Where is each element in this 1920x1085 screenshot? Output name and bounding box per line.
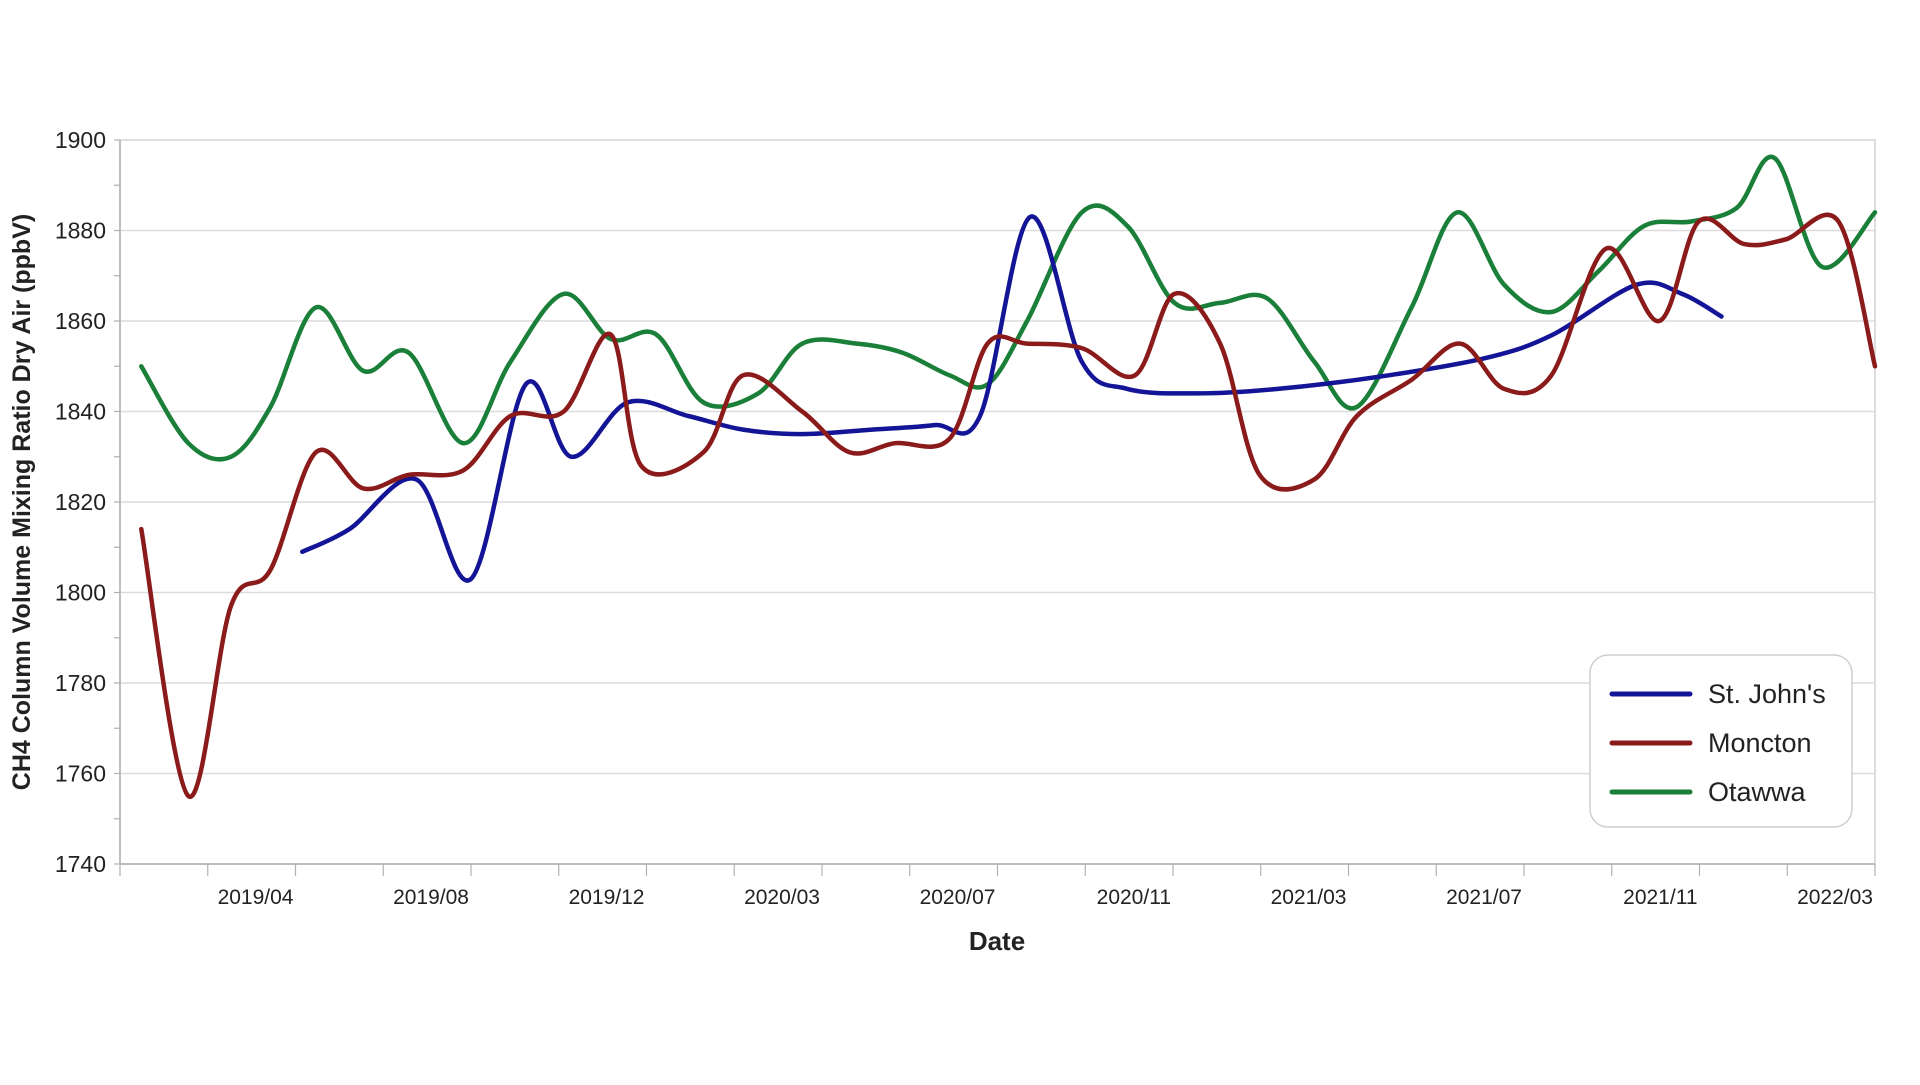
legend-box [1589, 654, 1853, 828]
x-tick-label: 2020/07 [920, 886, 996, 909]
y-tick-label: 1820 [55, 489, 106, 515]
series-line-otawwa [139, 154, 1878, 462]
y-tick-label: 1880 [55, 218, 106, 244]
y-tick-label: 1900 [55, 127, 106, 153]
y-tick-label: 1800 [55, 580, 106, 606]
x-tick-label: 2019/04 [218, 886, 294, 909]
x-axis-ticks: 2019/04 2019/08 2019/12 2020/03 2020/07 2020/… [218, 886, 1873, 909]
legend-label-moncton: Moncton [1708, 728, 1812, 758]
x-tick-label: 2019/12 [569, 886, 645, 909]
x-tick-label: 2020/03 [744, 886, 820, 909]
x-tick-label: 2021/11 [1623, 886, 1697, 909]
y-tick-label: 1780 [55, 670, 106, 696]
y-tick-label: 1840 [55, 399, 106, 425]
y-axis-label: CH4 Column Volume Mixing Ratio Dry Air (… [8, 214, 36, 790]
x-tick-label: 2021/03 [1271, 886, 1347, 909]
y-tick-label: 1760 [55, 761, 106, 787]
legend-label-st-johns: St. John's [1708, 679, 1826, 709]
x-tick-label: 2019/08 [393, 886, 469, 909]
legend: St. John's Moncton Otawwa [1589, 654, 1853, 828]
y-tick-label: 1860 [55, 308, 106, 334]
series-lines [139, 154, 1878, 799]
y-axis-ticks: 1740 1760 1780 1800 1820 1840 1860 1880 1900 [55, 127, 106, 877]
axes [114, 139, 1876, 876]
y-tick-label: 1740 [55, 851, 106, 877]
series-line-moncton [139, 212, 1878, 799]
x-tick-label: 2020/11 [1097, 886, 1171, 909]
x-tick-label: 2022/03 [1797, 886, 1873, 909]
x-tick-label: 2021/07 [1446, 886, 1522, 909]
legend-label-otawwa: Otawwa [1708, 777, 1807, 807]
x-axis-label: Date [969, 926, 1025, 956]
series-line-st-john-s [300, 214, 1724, 583]
